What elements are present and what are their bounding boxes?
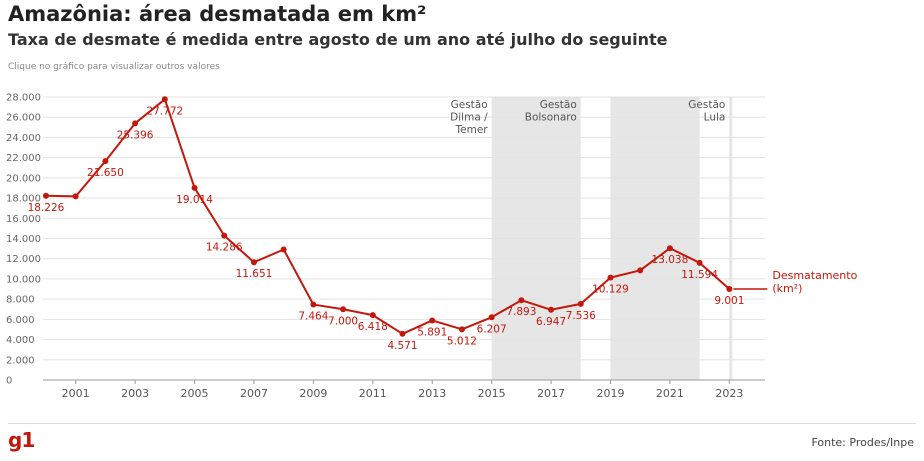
data-label: 14.286 <box>206 242 243 254</box>
source-note: Fonte: Prodes/Inpe <box>811 436 914 449</box>
data-label: 13.038 <box>652 254 689 266</box>
data-label: 5.891 <box>417 326 447 338</box>
x-tick-label: 2023 <box>715 387 743 400</box>
data-point[interactable] <box>696 259 703 266</box>
data-label: 6.418 <box>358 321 388 333</box>
data-point[interactable] <box>132 120 139 127</box>
chart-subtitle: Taxa de desmate é medida entre agosto de… <box>8 30 668 49</box>
click-hint: Clique no gráfico para visualizar outros… <box>8 62 220 72</box>
data-point[interactable] <box>102 158 109 165</box>
data-label: 25.396 <box>117 129 154 141</box>
x-tick-label: 2013 <box>418 387 446 400</box>
data-point[interactable] <box>250 259 257 266</box>
y-tick-label: 26.000 <box>6 113 41 124</box>
data-point[interactable] <box>666 245 673 252</box>
y-tick-label: 20.000 <box>6 173 41 184</box>
y-tick-label: 14.000 <box>6 234 41 245</box>
data-label: 27.772 <box>146 105 183 117</box>
y-tick-label: 0 <box>6 376 12 387</box>
data-point[interactable] <box>42 192 49 199</box>
data-labels: 18.226 21.650 25.396 27.772 19.014 14.286 11.6… <box>28 105 745 351</box>
series-desmatamento[interactable] <box>42 96 733 337</box>
x-tick-label: 2015 <box>478 387 506 400</box>
y-tick-label: 18.000 <box>6 194 41 205</box>
data-label: 11.594 <box>681 269 718 281</box>
chart-title: Amazônia: área desmatada em km² <box>8 2 427 26</box>
x-tick-label: 2017 <box>537 387 565 400</box>
x-tick-label: 2007 <box>240 387 268 400</box>
government-label-0: Temer <box>455 124 489 136</box>
y-tick-label: 8.000 <box>6 295 35 306</box>
data-point[interactable] <box>726 286 733 293</box>
footer-divider <box>8 423 916 424</box>
data-point[interactable] <box>72 193 79 200</box>
data-label: 9.001 <box>714 295 744 307</box>
government-label-1: Gestão <box>540 99 577 111</box>
data-point[interactable] <box>637 267 644 274</box>
y-tick-label: 24.000 <box>6 133 41 144</box>
deforestation-line-chart[interactable]: 02.0004.0006.0008.00010.00012.00014.0001… <box>0 80 924 401</box>
x-axis-ticks: 2001 2003 2005 2007 2009 2011 2013 2015 2017 2019… <box>62 380 743 400</box>
y-tick-label: 28.000 <box>6 93 41 104</box>
legend-label: Desmatamento <box>772 269 857 282</box>
data-label: 4.571 <box>387 340 417 352</box>
x-tick-label: 2011 <box>359 387 387 400</box>
data-label: 11.651 <box>236 268 273 280</box>
data-point[interactable] <box>607 274 614 281</box>
data-point[interactable] <box>429 317 436 324</box>
series-line[interactable] <box>45 98 731 335</box>
government-label-2: Gestão <box>688 99 725 111</box>
government-label-1: Bolsonaro <box>525 112 577 124</box>
data-point[interactable] <box>191 184 198 191</box>
data-label: 6.947 <box>536 316 566 328</box>
data-label: 7.893 <box>506 306 536 318</box>
y-tick-label: 2.000 <box>6 355 35 366</box>
data-label: 7.536 <box>566 310 596 322</box>
data-label: 7.464 <box>298 311 328 323</box>
data-point[interactable] <box>488 314 495 321</box>
data-point[interactable] <box>340 306 347 313</box>
data-point[interactable] <box>369 312 376 319</box>
y-tick-label: 16.000 <box>6 214 41 225</box>
x-tick-label: 2005 <box>181 387 209 400</box>
x-tick-label: 2019 <box>596 387 624 400</box>
data-label: 18.226 <box>28 202 65 214</box>
government-label-0: Dilma / <box>450 112 488 124</box>
y-tick-label: 6.000 <box>6 315 35 326</box>
data-point[interactable] <box>548 306 555 313</box>
series-legend: Desmatamento(km²) <box>733 269 858 295</box>
data-point[interactable] <box>280 246 287 253</box>
data-point[interactable] <box>161 96 168 103</box>
x-tick-label: 2001 <box>62 387 90 400</box>
y-tick-label: 10.000 <box>6 274 41 285</box>
data-point[interactable] <box>458 326 465 333</box>
data-point[interactable] <box>577 300 584 307</box>
grid-lines <box>43 96 765 381</box>
data-label: 21.650 <box>87 167 124 179</box>
g1-logo[interactable]: g1 <box>8 428 35 452</box>
x-tick-label: 2009 <box>299 387 327 400</box>
data-label: 7.000 <box>328 315 358 327</box>
data-label: 19.014 <box>176 194 213 206</box>
y-axis-ticks: 0 2.000 4.000 6.000 8.000 10.000 12.000 14.000 1… <box>6 93 41 387</box>
data-label: 5.012 <box>447 335 477 347</box>
data-label: 10.129 <box>592 284 629 296</box>
data-point[interactable] <box>221 232 228 239</box>
x-tick-label: 2003 <box>121 387 149 400</box>
government-label-0: Gestão <box>451 99 488 111</box>
legend-label: (km²) <box>772 282 802 295</box>
government-label-2: Lula <box>704 112 726 124</box>
data-point[interactable] <box>518 297 525 304</box>
y-tick-label: 12.000 <box>6 254 41 265</box>
y-tick-label: 22.000 <box>6 153 41 164</box>
data-label: 6.207 <box>477 323 507 335</box>
data-point[interactable] <box>399 330 406 337</box>
x-tick-label: 2021 <box>656 387 684 400</box>
y-tick-label: 4.000 <box>6 335 35 346</box>
data-point[interactable] <box>310 301 317 308</box>
